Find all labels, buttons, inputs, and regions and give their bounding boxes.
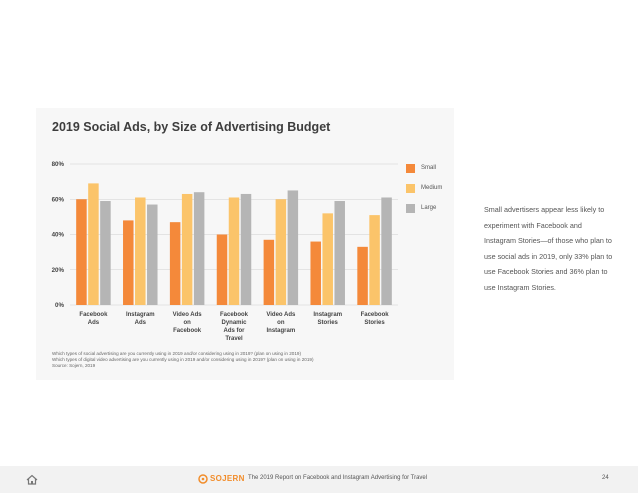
bar-small: [263, 239, 275, 305]
x-tick-label: Video Ads: [266, 312, 296, 318]
bar-large: [287, 190, 299, 305]
legend-label: Small: [421, 165, 437, 171]
x-tick-label: Instagram: [313, 312, 342, 318]
x-tick-label: Travel: [225, 336, 243, 342]
insight-text: Small advertisers appear less likely to …: [484, 205, 613, 292]
chart-card: 2019 Social Ads, by Size of Advertising …: [36, 108, 454, 380]
x-tick-label: Facebook: [173, 328, 202, 334]
bar-small: [357, 246, 368, 305]
y-tick-label: 80%: [52, 161, 65, 168]
x-tick-label: Stories: [318, 320, 339, 326]
legend-swatch-small: [406, 164, 415, 173]
bar-small: [123, 220, 134, 305]
page-number: 24: [602, 475, 609, 481]
chart-notes: Which types of social advertising are yo…: [52, 351, 314, 369]
brand-name: SOJERN: [210, 474, 245, 483]
footer: SOJERN The 2019 Report on Facebook and I…: [0, 466, 638, 493]
chart-source: Source: Sojern, 2019: [52, 363, 96, 368]
bar-small: [169, 222, 181, 305]
bar-large: [193, 192, 205, 305]
bar-large: [240, 193, 252, 305]
legend-swatch-large: [406, 204, 415, 213]
chart-note: Which types of social advertising are yo…: [52, 351, 301, 356]
bar-medium: [369, 215, 380, 305]
bar-medium: [88, 183, 99, 305]
bar-small: [216, 234, 228, 305]
y-tick-label: 60%: [52, 196, 65, 203]
x-tick-label: Facebook: [79, 312, 108, 318]
bar-large: [100, 201, 111, 305]
bar-medium: [322, 213, 333, 305]
bar-large: [147, 204, 158, 305]
y-tick-label: 0%: [55, 302, 64, 309]
x-tick-label: Facebook: [220, 312, 249, 318]
legend-swatch-medium: [406, 184, 415, 193]
x-tick-label: Video Ads: [173, 312, 203, 318]
x-tick-label: Instagram: [267, 328, 296, 334]
chart-title: 2019 Social Ads, by Size of Advertising …: [52, 120, 331, 134]
bar-medium: [135, 197, 146, 305]
x-tick-label: Ads: [88, 320, 100, 326]
bar-small: [76, 199, 87, 305]
x-tick-label: Ads: [135, 320, 147, 326]
x-tick-label: Facebook: [361, 312, 390, 318]
bar-large: [334, 201, 345, 305]
x-tick-label: Ads for: [224, 328, 246, 334]
bar-medium: [181, 193, 193, 305]
bar-medium: [275, 199, 287, 305]
sojern-logo-icon: [198, 474, 208, 484]
x-tick-label: on: [277, 320, 285, 326]
legend-label: Medium: [421, 185, 443, 191]
bar-medium: [228, 197, 240, 305]
x-tick-label: Dynamic: [221, 320, 247, 326]
chart-note: Which types of digital video advertising…: [52, 357, 314, 362]
x-tick-label: on: [183, 320, 191, 326]
home-icon[interactable]: [26, 474, 38, 485]
bar-large: [381, 197, 392, 305]
x-tick-label: Stories: [364, 320, 385, 326]
y-tick-label: 40%: [52, 232, 65, 239]
bar-small: [310, 241, 321, 305]
bar-chart: 0% 20% 40% 60% 80% Facebook Ads Instagram Ads Vid…: [52, 161, 398, 342]
x-tick-label: Instagram: [126, 312, 155, 318]
y-tick-label: 20%: [52, 267, 65, 274]
report-title: The 2019 Report on Facebook and Instagra…: [248, 475, 428, 481]
legend-label: Large: [421, 205, 437, 211]
